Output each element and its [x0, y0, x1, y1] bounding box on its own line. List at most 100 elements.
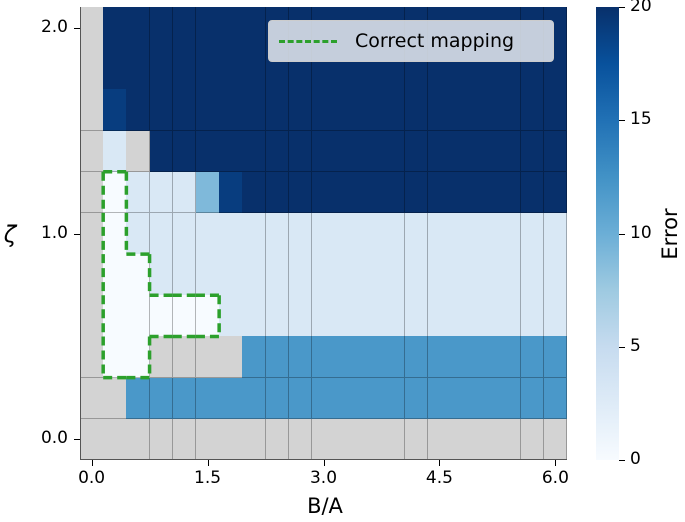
y-tick-label: 1.0	[40, 222, 68, 243]
heatmap-cell	[149, 130, 174, 173]
heatmap-cell	[335, 130, 359, 173]
colorbar-tick-mark	[619, 346, 625, 348]
heatmap-cell	[335, 254, 359, 296]
y-tick-mark	[74, 233, 80, 235]
heatmap-cell	[172, 377, 197, 420]
heatmap-cell	[103, 48, 127, 90]
heatmap-cell	[311, 418, 336, 461]
colorbar-tick-mark	[619, 7, 625, 8]
heatmap-cell	[172, 130, 197, 173]
heatmap-cell	[219, 48, 243, 90]
heatmap-cell	[520, 254, 545, 296]
heatmap-cell	[427, 212, 452, 255]
heatmap-cell	[311, 130, 336, 173]
x-tick-label: 6.0	[541, 468, 569, 488]
heatmap-cell	[195, 254, 220, 296]
heatmap-cell	[195, 212, 220, 255]
heatmap-cell	[358, 254, 382, 296]
x-tick-mark	[439, 460, 441, 466]
heatmap-cell	[335, 295, 359, 337]
heatmap-cell	[126, 254, 151, 296]
heatmap-cell	[242, 89, 267, 132]
heatmap-cell	[520, 212, 545, 255]
colorbar-tick-mark	[619, 460, 625, 461]
y-tick-mark	[74, 439, 80, 441]
heatmap-cell	[103, 254, 127, 296]
heatmap-cell	[242, 254, 267, 296]
x-tick-mark	[323, 460, 325, 466]
heatmap-cell	[335, 212, 359, 255]
colorbar	[596, 7, 619, 460]
heatmap-cell	[474, 89, 498, 132]
heatmap-cell	[404, 418, 429, 461]
colorbar-tick-label: 5	[630, 335, 641, 356]
colorbar-tick-mark	[619, 120, 625, 122]
x-axis-label: B/A	[307, 494, 343, 518]
heatmap-cell	[451, 418, 475, 461]
heatmap-cell	[80, 130, 104, 173]
heatmap-cell	[126, 377, 151, 420]
heatmap-cell	[404, 89, 429, 132]
heatmap-cell	[149, 295, 174, 337]
heatmap-cell	[126, 171, 151, 214]
heatmap-cell	[219, 7, 243, 49]
heatmap-cell	[381, 130, 406, 173]
heatmap-cell	[172, 48, 197, 90]
heatmap-cell	[242, 418, 267, 461]
heatmap-cell	[474, 254, 498, 296]
heatmap-cell	[543, 377, 568, 420]
heatmap-cell	[172, 295, 197, 337]
heatmap-cell	[149, 212, 174, 255]
y-axis-label: ζ	[3, 222, 17, 248]
heatmap-cell	[288, 336, 313, 379]
heatmap-cell	[219, 171, 243, 214]
heatmap-cell	[265, 254, 290, 296]
heatmap-cell	[126, 336, 151, 379]
heatmap-cell	[543, 89, 568, 132]
heatmap-cell	[381, 212, 406, 255]
heatmap-cell	[474, 171, 498, 214]
heatmap-cell	[404, 377, 429, 420]
heatmap-cell	[288, 418, 313, 461]
heatmap-cell	[126, 48, 151, 90]
heatmap-cell	[335, 89, 359, 132]
heatmap-cell	[311, 336, 336, 379]
heatmap-cell	[404, 171, 429, 214]
heatmap-cell	[288, 130, 313, 173]
heatmap-cell	[126, 212, 151, 255]
heatmap-cell	[126, 130, 151, 173]
heatmap-cell	[242, 212, 267, 255]
heatmap-cell	[451, 336, 475, 379]
heatmap-cell	[520, 295, 545, 337]
heatmap-cell	[358, 89, 382, 132]
x-tick-label: 4.5	[425, 468, 453, 488]
heatmap-cell	[149, 336, 174, 379]
colorbar-tick-label: 20	[630, 0, 652, 16]
heatmap-cell	[149, 377, 174, 420]
heatmap-cell	[451, 212, 475, 255]
heatmap-cell	[242, 130, 267, 173]
heatmap-cell	[219, 254, 243, 296]
heatmap-cell	[242, 48, 267, 90]
heatmap-cell	[381, 295, 406, 337]
heatmap-cell	[335, 418, 359, 461]
heatmap-cell	[451, 295, 475, 337]
colorbar-tick-mark	[619, 233, 625, 235]
heatmap-cell	[474, 295, 498, 337]
heatmap-cell	[427, 254, 452, 296]
heatmap-cell	[474, 130, 498, 173]
heatmap-cell	[103, 130, 127, 173]
heatmap-cell	[497, 295, 522, 337]
heatmap-cell	[80, 254, 104, 296]
colorbar-tick-label: 15	[630, 109, 652, 130]
heatmap-cell	[358, 171, 382, 214]
heatmap-cell	[80, 336, 104, 379]
heatmap-cell	[265, 418, 290, 461]
heatmap-cell	[358, 295, 382, 337]
heatmap-cell	[427, 295, 452, 337]
legend-label: Correct mapping	[355, 30, 515, 52]
heatmap-cell	[427, 171, 452, 214]
heatmap-cell	[80, 171, 104, 214]
heatmap-cell	[195, 89, 220, 132]
heatmap-cell	[335, 171, 359, 214]
